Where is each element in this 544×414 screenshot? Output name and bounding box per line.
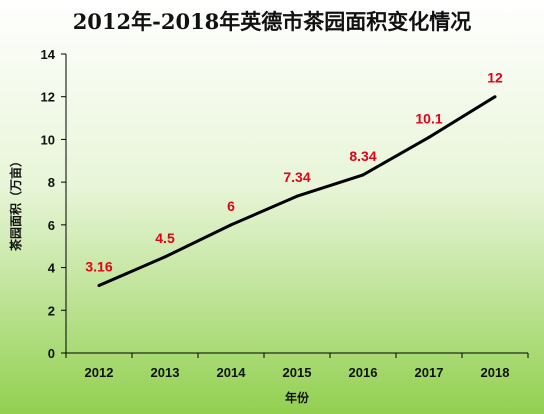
- y-axis-ticks: 0 2 4 6 8 10 12 14: [41, 47, 66, 361]
- data-point: [295, 194, 299, 198]
- x-tick-label: 2014: [217, 365, 247, 380]
- data-label: 10.1: [415, 110, 442, 126]
- data-label: 12: [487, 70, 503, 86]
- y-axis-label: 茶园面积（万亩）: [8, 155, 23, 252]
- data-label: 7.34: [283, 169, 310, 185]
- data-point: [229, 223, 233, 227]
- y-tick-label: 10: [41, 132, 55, 147]
- y-tick-label: 12: [41, 90, 55, 105]
- data-labels: 3.16 4.5 6 7.34 8.34 10.1 12: [85, 70, 503, 288]
- data-point: [97, 284, 101, 288]
- y-tick-label: 0: [48, 346, 55, 361]
- y-tick-label: 4: [48, 261, 56, 276]
- x-tick-label: 2018: [481, 365, 510, 380]
- data-label: 6: [227, 198, 235, 214]
- y-tick-label: 8: [48, 175, 55, 190]
- data-label: 4.5: [155, 230, 175, 246]
- y-tick-label: 6: [48, 218, 55, 233]
- data-point: [361, 173, 365, 177]
- data-point: [163, 255, 167, 259]
- x-axis-ticks: 2012 2013 2014 2015 2016 2017 2018: [65, 353, 529, 380]
- y-tick-label: 14: [41, 47, 56, 62]
- y-tick-label: 2: [48, 303, 55, 318]
- x-tick-label: 2015: [283, 365, 312, 380]
- data-label: 3.16: [85, 259, 112, 275]
- chart-title: 2012年-2018年英德市茶园面积变化情况: [73, 9, 472, 34]
- x-tick-label: 2017: [415, 365, 444, 380]
- data-label: 8.34: [349, 148, 376, 164]
- data-point: [427, 135, 431, 139]
- x-axis-label: 年份: [285, 390, 310, 405]
- data-point: [493, 95, 497, 99]
- x-tick-label: 2016: [349, 365, 378, 380]
- x-tick-label: 2012: [85, 365, 114, 380]
- x-tick-label: 2013: [151, 365, 180, 380]
